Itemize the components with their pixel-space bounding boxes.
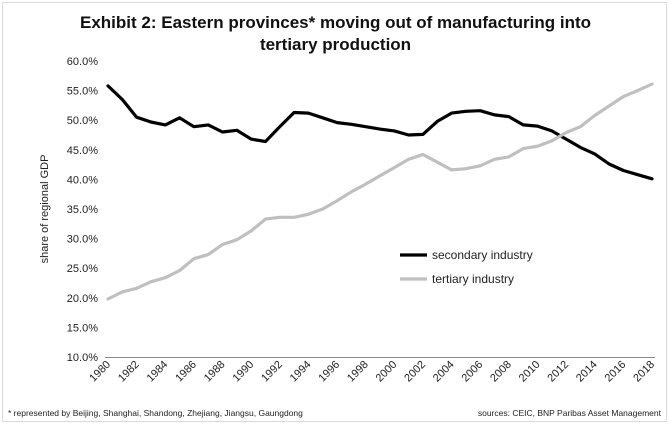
y-tick-label: 10.0% bbox=[67, 352, 98, 364]
x-tick-label: 1992 bbox=[259, 359, 285, 385]
sources-note: sources: CEIC, BNP Paribas Asset Managem… bbox=[478, 408, 661, 418]
y-tick-label: 15.0% bbox=[67, 322, 98, 334]
y-tick-label: 50.0% bbox=[67, 115, 98, 127]
y-tick-label: 30.0% bbox=[67, 234, 98, 246]
x-tick-label: 2008 bbox=[488, 359, 514, 385]
legend-label-tertiary: tertiary industry bbox=[432, 272, 514, 286]
footnote: * represented by Beijing, Shanghai, Shan… bbox=[8, 408, 303, 418]
x-tick-label: 2018 bbox=[631, 359, 657, 385]
x-tick-label: 2016 bbox=[603, 359, 629, 385]
x-tick-label: 1994 bbox=[288, 359, 314, 385]
x-tick-label: 1996 bbox=[316, 359, 342, 385]
x-tick-label: 1998 bbox=[345, 359, 371, 385]
tertiary-industry-line bbox=[108, 84, 652, 299]
x-tick-label: 1982 bbox=[116, 359, 142, 385]
y-tick-label: 35.0% bbox=[67, 204, 98, 216]
x-tick-label: 2010 bbox=[517, 359, 543, 385]
y-tick-label: 60.0% bbox=[67, 56, 98, 68]
y-tick-label: 25.0% bbox=[67, 263, 98, 275]
x-tick-label: 2006 bbox=[460, 359, 486, 385]
y-tick-label: 55.0% bbox=[67, 86, 98, 98]
y-tick-label: 20.0% bbox=[67, 293, 98, 305]
x-tick-label: 1988 bbox=[202, 359, 228, 385]
x-tick-label: 2014 bbox=[574, 359, 600, 385]
y-tick-label: 45.0% bbox=[67, 145, 98, 157]
x-tick-label: 1984 bbox=[145, 359, 171, 385]
x-tick-label: 2012 bbox=[545, 359, 571, 385]
legend-label-secondary: secondary industry bbox=[432, 248, 533, 262]
x-tick-label: 2000 bbox=[374, 359, 400, 385]
x-tick-label: 1986 bbox=[173, 359, 199, 385]
x-tick-label: 2004 bbox=[431, 359, 457, 385]
y-tick-label: 40.0% bbox=[67, 174, 98, 186]
y-axis-label: share of regional GDP bbox=[39, 155, 51, 264]
x-tick-label: 2002 bbox=[402, 359, 428, 385]
x-tick-label: 1990 bbox=[230, 359, 256, 385]
